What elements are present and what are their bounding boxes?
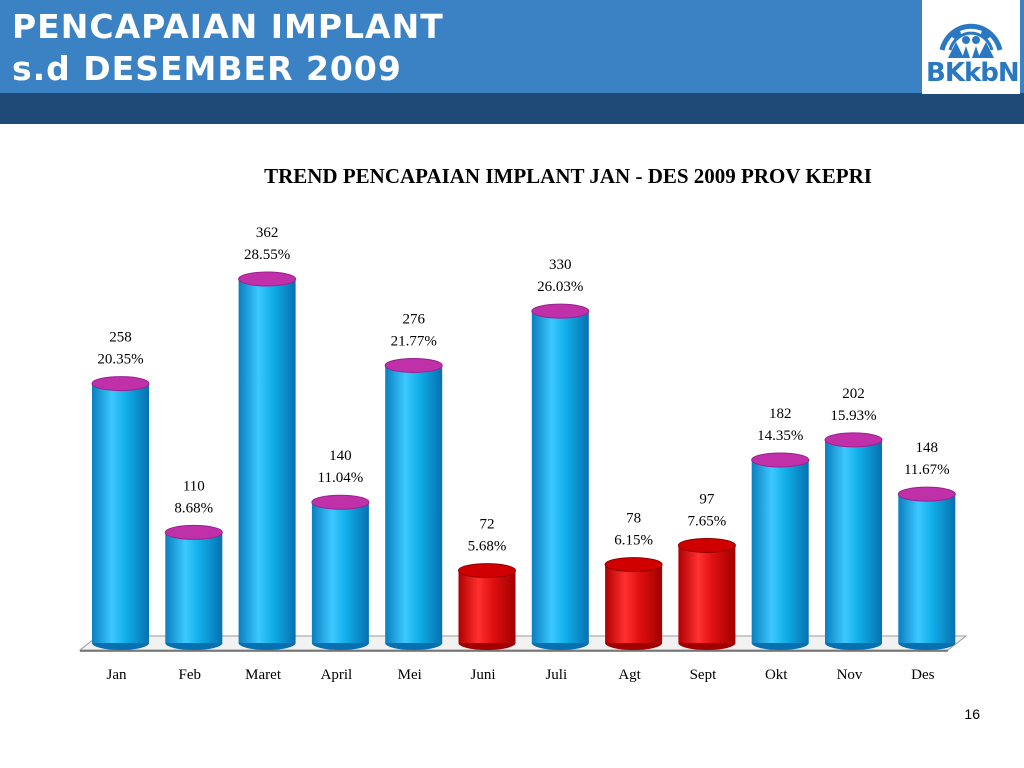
- percent-label: 11.67%: [904, 462, 950, 478]
- bar-agt: [604, 557, 663, 650]
- bar-mei: [384, 357, 443, 650]
- percent-label: 26.03%: [537, 279, 583, 295]
- x-tick-label: Nov: [837, 667, 863, 683]
- x-tick-label: Agt: [618, 667, 641, 683]
- bkkbn-logo: BKkbN: [922, 0, 1020, 94]
- x-tick-label: Juli: [545, 667, 567, 683]
- value-label: 330: [549, 257, 572, 273]
- slide-title-line-1: PENCAPAIAN IMPLANT: [12, 7, 444, 46]
- family-logo-icon: [939, 23, 1003, 58]
- header-strip: [0, 93, 1024, 124]
- percent-label: 8.68%: [174, 500, 213, 516]
- page-number: 16: [964, 706, 980, 722]
- percent-label: 11.04%: [318, 470, 364, 486]
- x-tick-label: Juni: [470, 667, 495, 683]
- value-label: 258: [109, 330, 132, 346]
- value-label: 72: [480, 517, 495, 533]
- percent-label: 6.15%: [614, 533, 653, 549]
- slide-title-line-2: s.d DESEMBER 2009: [12, 49, 402, 88]
- percent-label: 28.55%: [244, 247, 290, 263]
- x-tick-label: Sept: [690, 667, 718, 683]
- x-tick-label: Maret: [245, 667, 282, 683]
- bar-okt: [751, 452, 810, 650]
- value-label: 182: [769, 406, 792, 422]
- bar-sept: [677, 537, 736, 650]
- bar-jan: [91, 376, 150, 650]
- percent-label: 21.77%: [391, 333, 437, 349]
- x-tick-label: Jan: [107, 667, 127, 683]
- value-label: 97: [699, 491, 715, 507]
- percent-label: 5.68%: [468, 539, 507, 555]
- value-label: 202: [842, 386, 865, 402]
- percent-label: 14.35%: [757, 428, 803, 444]
- bar-juli: [531, 303, 590, 650]
- percent-label: 20.35%: [97, 352, 143, 368]
- bar-des: [897, 486, 956, 650]
- chart-title: TREND PENCAPAIAN IMPLANT JAN - DES 2009 …: [264, 164, 872, 188]
- value-label: 276: [402, 311, 425, 327]
- bar-juni: [458, 563, 516, 650]
- bar-maret: [238, 271, 297, 650]
- x-tick-label: Feb: [179, 667, 202, 683]
- bar-nov: [824, 432, 883, 650]
- x-tick-label: Des: [911, 667, 934, 683]
- logo-text: BKkbN: [926, 58, 1020, 88]
- percent-label: 15.93%: [830, 408, 876, 424]
- bar-chart: 258 20.35% Jan 110 8.68% Feb 362 28.55% Maret 140…: [78, 225, 968, 683]
- x-tick-label: April: [321, 667, 353, 683]
- value-label: 110: [183, 478, 205, 494]
- percent-label: 7.65%: [688, 513, 727, 529]
- header-bar: PENCAPAIAN IMPLANT s.d DESEMBER 2009: [0, 0, 1024, 96]
- bar-feb: [164, 524, 223, 650]
- value-label: 362: [256, 225, 279, 241]
- value-label: 148: [916, 440, 939, 456]
- x-tick-label: Mei: [398, 667, 422, 683]
- value-label: 140: [329, 448, 352, 464]
- x-tick-label: Okt: [765, 667, 788, 683]
- bar-april: [311, 494, 370, 650]
- value-label: 78: [626, 511, 641, 527]
